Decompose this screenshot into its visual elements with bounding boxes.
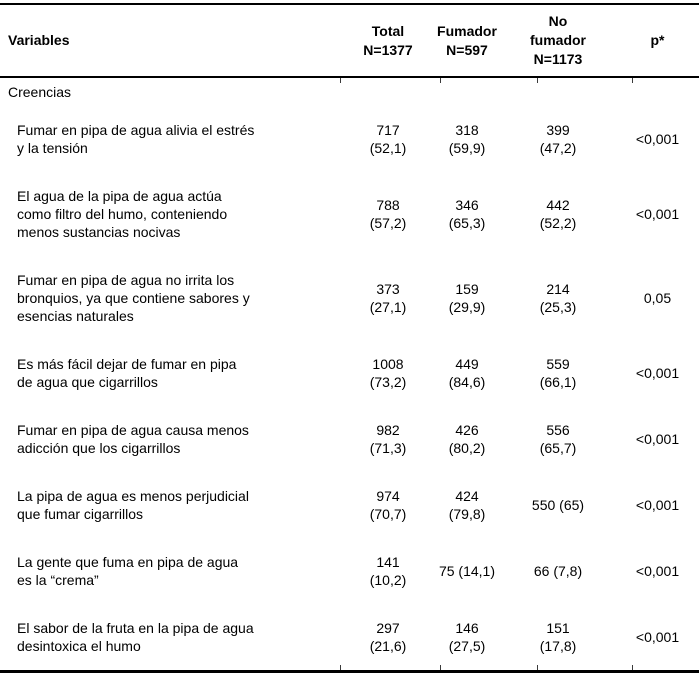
column-divider-tick (632, 78, 633, 83)
value-no-fumador: 550 (65) (531, 497, 585, 513)
value-fumador: 75 (14,1) (438, 563, 496, 579)
value-p: 0,05 (643, 290, 672, 306)
value-fumador: 449 (84,6) (448, 356, 486, 390)
value-no-fumador: 559 (66,1) (539, 356, 577, 390)
value-fumador: 424 (79,8) (448, 488, 486, 522)
value-total: 974 (70,7) (369, 488, 407, 522)
value-total: 1008 (73,2) (369, 356, 407, 390)
table-row: Fumar en pipa de agua no irrita los bron… (0, 256, 699, 340)
value-fumador: 426 (80,2) (448, 422, 486, 456)
value-total: 717 (52,1) (369, 122, 407, 156)
value-fumador: 346 (65,3) (448, 197, 486, 231)
header-variables: Variables (0, 5, 342, 78)
column-divider-tick (340, 78, 341, 83)
section-header: Creencias (8, 84, 72, 100)
document-page: Variables Total N=1377 Fumador N=597 No … (0, 3, 699, 673)
value-no-fumador: 214 (25,3) (539, 281, 577, 315)
table-row: La pipa de agua es menos perjudicial que… (0, 472, 699, 538)
value-total: 297 (21,6) (369, 620, 407, 654)
row-label: El agua de la pipa de agua actúa como fi… (17, 188, 228, 240)
value-p: <0,001 (635, 206, 680, 222)
value-no-fumador: 151 (17,8) (539, 620, 577, 654)
section-row: Creencias (0, 77, 699, 106)
value-p: <0,001 (635, 497, 680, 513)
value-p: <0,001 (635, 431, 680, 447)
table-header: Variables Total N=1377 Fumador N=597 No … (0, 5, 699, 78)
table-body: Creencias Fumar en pipa de agua alivia e… (0, 77, 699, 670)
row-label: El sabor de la fruta en la pipa de agua … (17, 620, 254, 654)
header-total: Total N=1377 (342, 5, 434, 78)
row-label: La pipa de agua es menos perjudicial que… (17, 488, 249, 522)
beliefs-table: Variables Total N=1377 Fumador N=597 No … (0, 5, 699, 670)
value-total: 141 (10,2) (369, 554, 407, 588)
value-total: 373 (27,1) (369, 281, 407, 315)
value-fumador: 159 (29,9) (448, 281, 486, 315)
value-p: <0,001 (635, 563, 680, 579)
table-row: La gente que fuma en pipa de agua es la … (0, 538, 699, 604)
value-total: 788 (57,2) (369, 197, 407, 231)
row-label: La gente que fuma en pipa de agua es la … (17, 554, 239, 588)
value-p: <0,001 (635, 365, 680, 381)
value-p: <0,001 (635, 629, 680, 645)
row-label: Fumar en pipa de agua causa menos adicci… (17, 422, 249, 456)
table-row: Fumar en pipa de agua causa menos adicci… (0, 406, 699, 472)
column-divider-tick (537, 78, 538, 83)
column-divider-tick (340, 665, 341, 670)
column-divider-tick (440, 665, 441, 670)
column-divider-tick (440, 78, 441, 83)
header-fumador: Fumador N=597 (434, 5, 500, 78)
row-label: Es más fácil dejar de fumar en pipa de a… (17, 356, 237, 390)
header-no-fumador: No fumador N=1173 (500, 5, 616, 78)
table-row: El sabor de la fruta en la pipa de agua … (0, 604, 699, 670)
header-p-value: p* (616, 5, 699, 78)
value-fumador: 318 (59,9) (448, 122, 486, 156)
table-row: El agua de la pipa de agua actúa como fi… (0, 172, 699, 256)
value-no-fumador: 399 (47,2) (539, 122, 577, 156)
column-divider-tick (537, 665, 538, 670)
value-total: 982 (71,3) (369, 422, 407, 456)
value-no-fumador: 556 (65,7) (539, 422, 577, 456)
value-no-fumador: 66 (7,8) (533, 563, 583, 579)
row-label: Fumar en pipa de agua no irrita los bron… (17, 272, 250, 324)
column-divider-tick (632, 665, 633, 670)
header-row: Variables Total N=1377 Fumador N=597 No … (0, 5, 699, 78)
value-no-fumador: 442 (52,2) (539, 197, 577, 231)
value-p: <0,001 (635, 131, 680, 147)
row-label: Fumar en pipa de agua alivia el estrés y… (17, 122, 255, 156)
table-row: Fumar en pipa de agua alivia el estrés y… (0, 106, 699, 172)
value-fumador: 146 (27,5) (448, 620, 486, 654)
table-row: Es más fácil dejar de fumar en pipa de a… (0, 340, 699, 406)
